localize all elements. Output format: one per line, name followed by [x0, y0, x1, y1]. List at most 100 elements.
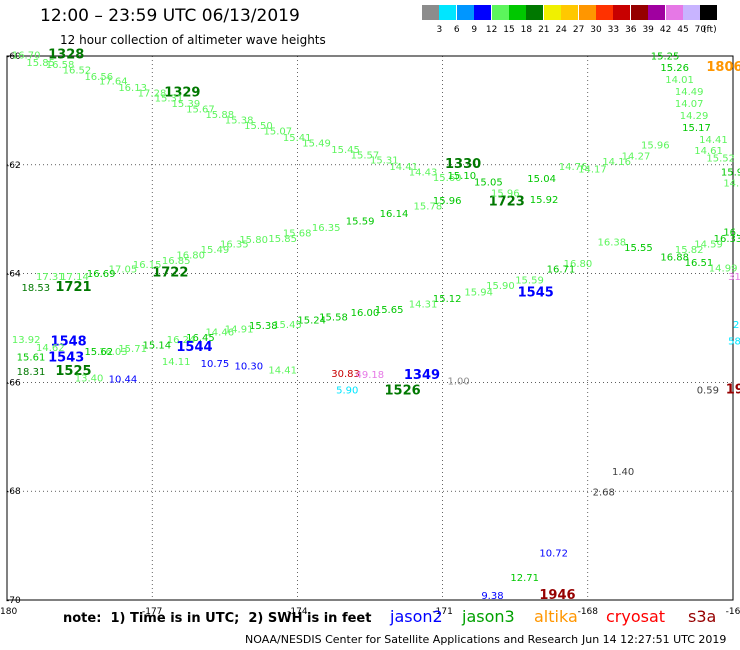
wave-height-label: 14.41	[389, 162, 418, 173]
y-tick-label: -70	[6, 596, 21, 606]
wave-height-label: 14.17	[578, 164, 607, 175]
wave-height-label: 15.80	[239, 235, 268, 246]
wave-height-label: 14.43	[409, 168, 438, 179]
wave-height-label: 16.58	[46, 60, 75, 71]
wave-height-label: 15.45	[331, 145, 360, 156]
color-scale-label: 3	[436, 25, 443, 35]
color-scale-label: 45	[677, 25, 689, 35]
pass-time-label: 1526	[385, 383, 421, 398]
wave-height-label: 15.12	[433, 294, 462, 305]
x-tick-label: -168	[578, 607, 599, 617]
wave-height-label: 16.80	[564, 259, 593, 270]
color-scale-swatch	[648, 5, 666, 20]
y-tick-label: -64	[6, 270, 21, 280]
color-scale-swatch	[561, 5, 579, 20]
color-scale-swatch	[491, 5, 509, 20]
color-scale-swatch	[630, 5, 648, 20]
pass-time-label: 1349	[404, 368, 440, 383]
wave-height-label: 14.76	[559, 162, 588, 173]
wave-height-label: 14.16	[602, 157, 631, 168]
wave-height-label: 17.14	[60, 272, 89, 283]
wave-height-label: 16.03	[99, 347, 128, 358]
wave-height-label: 1.40	[612, 467, 634, 478]
wave-height-label: 15.52	[706, 154, 735, 165]
satellite-legend-s3a: s3a	[688, 607, 717, 626]
wave-height-label: 16.71	[547, 265, 576, 276]
wave-height-label: 15.71	[118, 344, 147, 355]
pass-time-label: 1329	[164, 85, 200, 100]
color-scale-label: 21	[538, 25, 550, 35]
wave-height-label: 49.18	[355, 370, 384, 381]
y-tick-label: -68	[6, 487, 21, 497]
wave-height-label: 15.39	[172, 99, 201, 110]
credit-text: NOAA/NESDIS Center for Satellite Applica…	[245, 633, 579, 646]
wave-height-label: 14.61	[694, 146, 723, 157]
pass-time-label: 1525	[55, 364, 91, 379]
wave-height-label: 15.65	[375, 305, 404, 316]
pass-time-label: 1723	[489, 195, 525, 210]
wave-height-label: 14.1	[723, 179, 740, 190]
wave-height-label: 15.59	[515, 275, 544, 286]
wave-height-label: 14.01	[665, 75, 694, 86]
wave-height-label: 16.51	[685, 258, 714, 269]
wave-height-label: 58	[728, 336, 740, 347]
wave-height-label: 15.67	[186, 105, 215, 116]
wave-height-label: 10.30	[234, 361, 263, 372]
wave-height-label: 15.61	[17, 353, 46, 364]
color-scale-label: 39	[642, 25, 654, 35]
color-scale-label: 27	[572, 25, 585, 35]
wave-height-label: 15.05	[474, 177, 503, 188]
color-scale-swatch	[526, 5, 544, 20]
wave-height-label: 18.53	[22, 283, 51, 294]
color-scale-swatch	[543, 5, 561, 20]
wave-height-label: 15.92	[530, 195, 559, 206]
pass-time-label: 1330	[445, 157, 481, 172]
page-subtitle: 12 hour collection of altimeter wave hei…	[60, 33, 326, 47]
pass-time-label: 1543	[48, 351, 84, 366]
color-scale-swatch	[422, 5, 439, 20]
wave-height-label: 15.24	[297, 316, 326, 327]
wave-height-label: 10.72	[539, 548, 568, 559]
pass-time-label: 1328	[48, 48, 84, 63]
x-tick-label: -180	[0, 607, 17, 617]
wave-height-label: 10.75	[201, 359, 230, 370]
y-tick-label: -60	[6, 52, 21, 62]
color-scale-swatch	[578, 5, 596, 20]
wave-height-label: 15.50	[244, 121, 273, 132]
wave-height-label: 15.14	[143, 341, 172, 352]
wave-height-label: 15.07	[264, 126, 293, 137]
y-tick-label: -66	[6, 378, 21, 388]
wave-height-label: 14.99	[709, 263, 738, 274]
color-scale-label: 9	[471, 25, 478, 35]
wave-height-label: 12.71	[510, 573, 539, 584]
x-tick-label: -16	[726, 607, 740, 617]
wave-height-label: 15.49	[302, 138, 331, 149]
wave-height-label: 17.28	[138, 88, 167, 99]
wave-height-label: 14.62	[36, 343, 65, 354]
wave-height-label: 15.57	[351, 150, 380, 161]
wave-height-label: 15.82	[675, 245, 704, 256]
color-scale-swatch	[439, 5, 457, 20]
wave-height-label: 15.26	[660, 63, 689, 74]
wave-height-label: 16.80	[176, 250, 205, 261]
wave-height-label: 15.38	[249, 321, 278, 332]
wave-height-label: 13.92	[12, 335, 41, 346]
pass-time-label: 194	[726, 382, 740, 397]
wave-height-label: 15.58	[319, 312, 348, 323]
color-scale-label: 36	[625, 25, 637, 35]
wave-height-label: 15.78	[414, 201, 443, 212]
wave-height-label: 9.38	[481, 591, 503, 602]
wave-height-label: 13.40	[75, 373, 104, 384]
wave-height-label: 14.31	[409, 299, 438, 310]
wave-height-label: 15.62	[84, 347, 113, 358]
color-scale-label: 42	[659, 25, 672, 35]
wave-height-label: 31.2	[728, 272, 740, 283]
pass-time-label: 1722	[152, 265, 188, 280]
wave-height-label: 15.25	[651, 51, 680, 62]
wave-height-label: 16.6	[723, 228, 740, 239]
wave-height-label: 1.00	[447, 377, 469, 388]
wave-height-label: 15.59	[346, 217, 375, 228]
wave-height-label: 16.52	[63, 65, 92, 76]
wave-height-label: 2	[733, 320, 739, 331]
wave-height-label: 5.90	[336, 385, 358, 396]
